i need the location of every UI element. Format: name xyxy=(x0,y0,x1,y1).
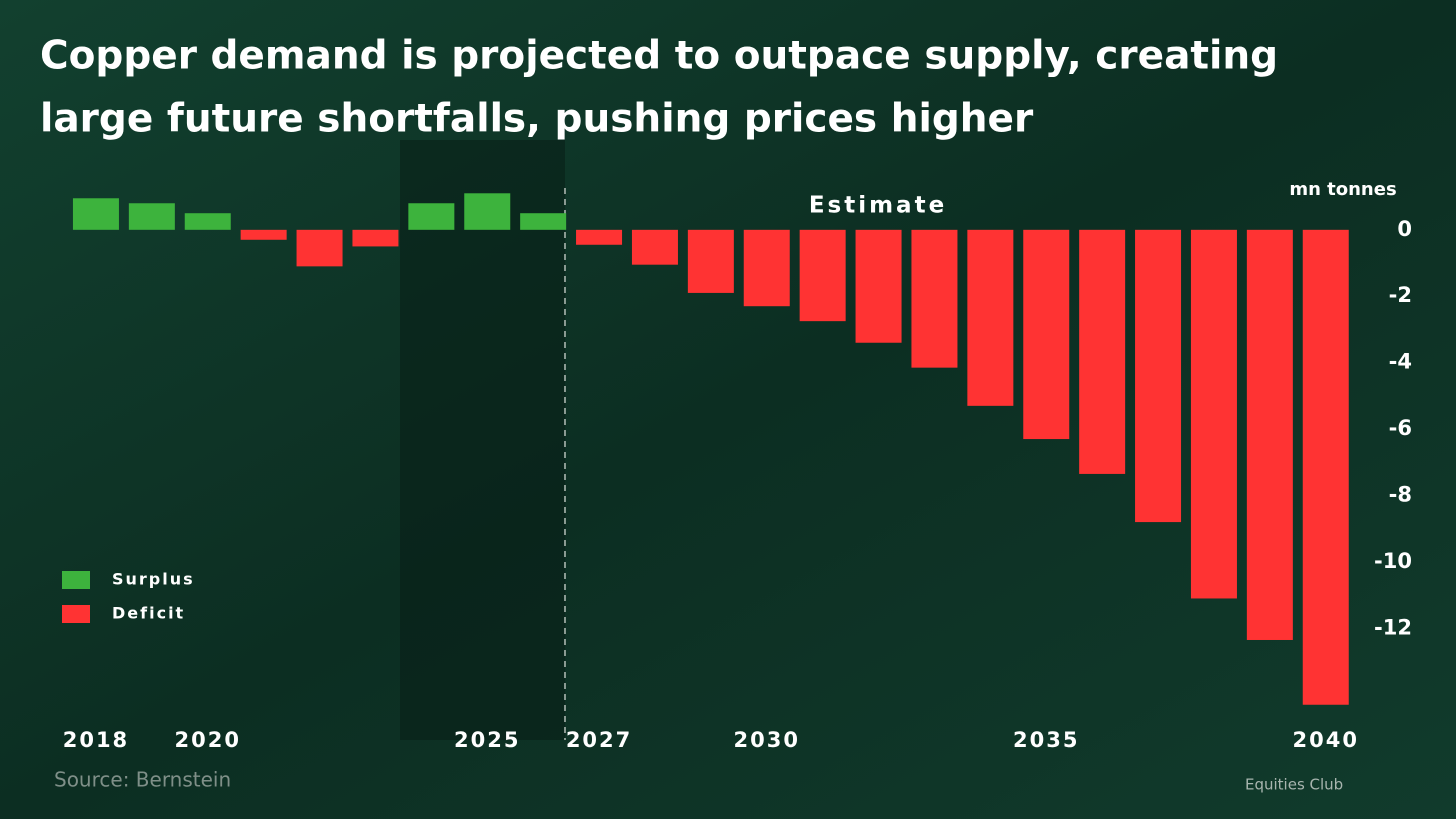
x-tick-label: 2030 xyxy=(734,728,800,752)
bar xyxy=(184,213,231,230)
y-tick-label: 0 xyxy=(1397,217,1412,241)
bar xyxy=(799,229,846,322)
brand: Equities Club xyxy=(1245,776,1343,794)
bar xyxy=(1079,229,1126,474)
bar xyxy=(296,229,343,267)
bar xyxy=(1246,229,1293,640)
bar xyxy=(1190,229,1237,599)
bar xyxy=(240,229,287,240)
bar xyxy=(855,229,902,343)
bar xyxy=(1135,229,1182,523)
bar xyxy=(72,198,119,230)
y-axis-label: mn tonnes xyxy=(1289,179,1396,200)
y-tick-label: -6 xyxy=(1389,416,1412,440)
bar xyxy=(1023,229,1070,440)
y-tick-label: -10 xyxy=(1374,549,1412,573)
bar xyxy=(687,229,734,293)
y-tick-label: -2 xyxy=(1389,283,1412,307)
y-tick-label: -12 xyxy=(1374,615,1412,639)
x-tick-label: 2035 xyxy=(1013,728,1079,752)
bar xyxy=(911,229,958,368)
legend-swatch xyxy=(62,605,90,623)
legend-label: Deficit xyxy=(112,604,185,623)
x-tick-label: 2040 xyxy=(1293,728,1359,752)
x-tick-label: 2020 xyxy=(175,728,241,752)
bar xyxy=(743,229,790,307)
bar xyxy=(631,229,678,265)
y-tick-label: -8 xyxy=(1389,483,1412,507)
x-tick-label: 2018 xyxy=(63,728,129,752)
bar xyxy=(128,203,175,230)
dark-band xyxy=(400,140,565,740)
bar xyxy=(464,193,511,230)
legend-swatch xyxy=(62,571,90,589)
bar xyxy=(352,229,399,247)
source: Source: Bernstein xyxy=(54,768,231,792)
title-line: Copper demand is projected to outpace su… xyxy=(40,34,1278,79)
bar xyxy=(967,229,1014,406)
x-tick-label: 2027 xyxy=(566,728,632,752)
bar xyxy=(1302,229,1349,705)
x-tick-label: 2025 xyxy=(454,728,520,752)
annotation: Estimate xyxy=(809,193,947,219)
bar xyxy=(520,213,567,230)
legend-label: Surplus xyxy=(112,570,195,589)
bar xyxy=(576,229,623,245)
y-tick-label: -4 xyxy=(1389,350,1412,374)
marks: 0 -2 -4 -6 -8 -10 -12 2018 2020 2025 2027 2030 2035 2… xyxy=(62,193,1412,752)
title-line: large future shortfalls, pushing prices … xyxy=(40,97,1034,142)
bar xyxy=(408,203,455,230)
